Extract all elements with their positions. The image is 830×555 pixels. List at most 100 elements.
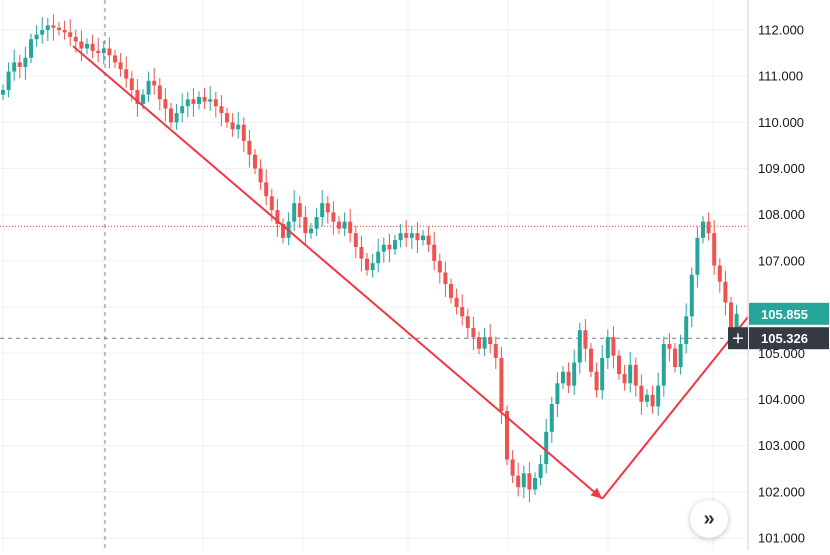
candle	[292, 190, 297, 231]
candle	[678, 334, 683, 375]
price-tick-label: 110.000	[758, 115, 804, 130]
candle	[482, 327, 487, 357]
candle	[17, 54, 22, 79]
candle-body	[583, 330, 588, 349]
candle	[499, 346, 504, 424]
candle-body	[605, 337, 610, 358]
candle	[510, 450, 515, 484]
candle	[169, 102, 173, 128]
candle	[381, 237, 386, 263]
candle-body	[622, 374, 627, 384]
candle-body	[437, 260, 442, 273]
candle-body	[113, 55, 117, 63]
candle-body	[225, 113, 229, 123]
candle-body	[118, 62, 123, 70]
candle	[583, 319, 588, 362]
candle	[409, 225, 414, 249]
candle-body	[191, 99, 196, 104]
candle	[561, 366, 565, 389]
candle	[45, 17, 50, 42]
candle-body	[415, 233, 420, 241]
candle-body	[174, 113, 179, 123]
candle-body	[281, 223, 285, 238]
candle	[90, 34, 95, 59]
candle-body	[202, 96, 207, 102]
arrow-head	[590, 487, 603, 499]
candle	[365, 253, 369, 276]
candle	[6, 62, 11, 98]
candle	[521, 465, 526, 499]
candle	[577, 322, 582, 374]
candle	[258, 159, 263, 190]
candle	[454, 288, 459, 315]
candle-body	[443, 272, 448, 284]
candle	[661, 336, 666, 397]
candle	[152, 67, 157, 95]
candle-body	[219, 106, 224, 114]
candle	[370, 253, 375, 278]
candle	[723, 270, 728, 316]
crosshair-price-label: 105.326	[761, 331, 808, 346]
candle	[331, 201, 336, 235]
candle	[253, 149, 257, 175]
candle	[275, 199, 280, 237]
crosshair	[0, 0, 748, 550]
candle-body	[678, 344, 683, 368]
scroll-to-realtime-button[interactable]: »	[690, 500, 728, 538]
candle-body	[292, 203, 297, 222]
candle	[348, 208, 353, 243]
candle-body	[538, 464, 543, 478]
candle	[185, 91, 190, 118]
candle	[191, 88, 196, 117]
candle	[465, 308, 470, 339]
candle-body	[432, 244, 437, 261]
candle	[337, 216, 341, 235]
candle-body	[40, 30, 45, 35]
trend-line	[72, 45, 603, 500]
candle-body	[135, 90, 140, 104]
candle	[359, 235, 364, 272]
candle-body	[555, 383, 560, 405]
candle-body	[247, 140, 252, 155]
candle	[314, 207, 319, 236]
candle	[393, 234, 397, 255]
candle-body	[510, 459, 515, 476]
candle-body	[129, 78, 134, 91]
candle-body	[309, 228, 313, 234]
candle	[449, 278, 453, 304]
candle	[600, 344, 605, 400]
crosshair-price-badge[interactable]	[749, 327, 829, 350]
candle	[594, 362, 599, 398]
candle-body	[157, 85, 162, 100]
candle	[40, 17, 45, 44]
candle	[572, 349, 577, 395]
candle-body	[695, 237, 700, 275]
candle-body	[297, 203, 302, 218]
candle	[62, 20, 67, 40]
candle	[628, 351, 633, 393]
candle	[51, 14, 56, 41]
current-price-label: 105.855	[761, 307, 808, 322]
trend-drawing[interactable]	[72, 45, 830, 500]
candle	[527, 462, 532, 503]
price-tick-label: 107.000	[758, 253, 805, 268]
candle	[225, 107, 229, 128]
candle	[376, 238, 381, 273]
candle-body	[387, 244, 392, 250]
current-price-badge[interactable]	[749, 302, 829, 325]
candle	[1, 84, 5, 101]
candle-body	[561, 371, 565, 384]
candle	[488, 324, 493, 354]
candle	[549, 396, 554, 443]
candle-body	[353, 233, 358, 248]
candle-body	[180, 106, 185, 114]
candle	[398, 223, 403, 248]
candle-body	[101, 48, 106, 54]
candle	[493, 336, 498, 369]
candle-body	[398, 233, 403, 241]
candle	[230, 113, 235, 137]
price-axis[interactable]: 101.000 102.000 103.000 104.000 105.000 107.0…	[728, 0, 830, 550]
candle	[208, 86, 213, 111]
